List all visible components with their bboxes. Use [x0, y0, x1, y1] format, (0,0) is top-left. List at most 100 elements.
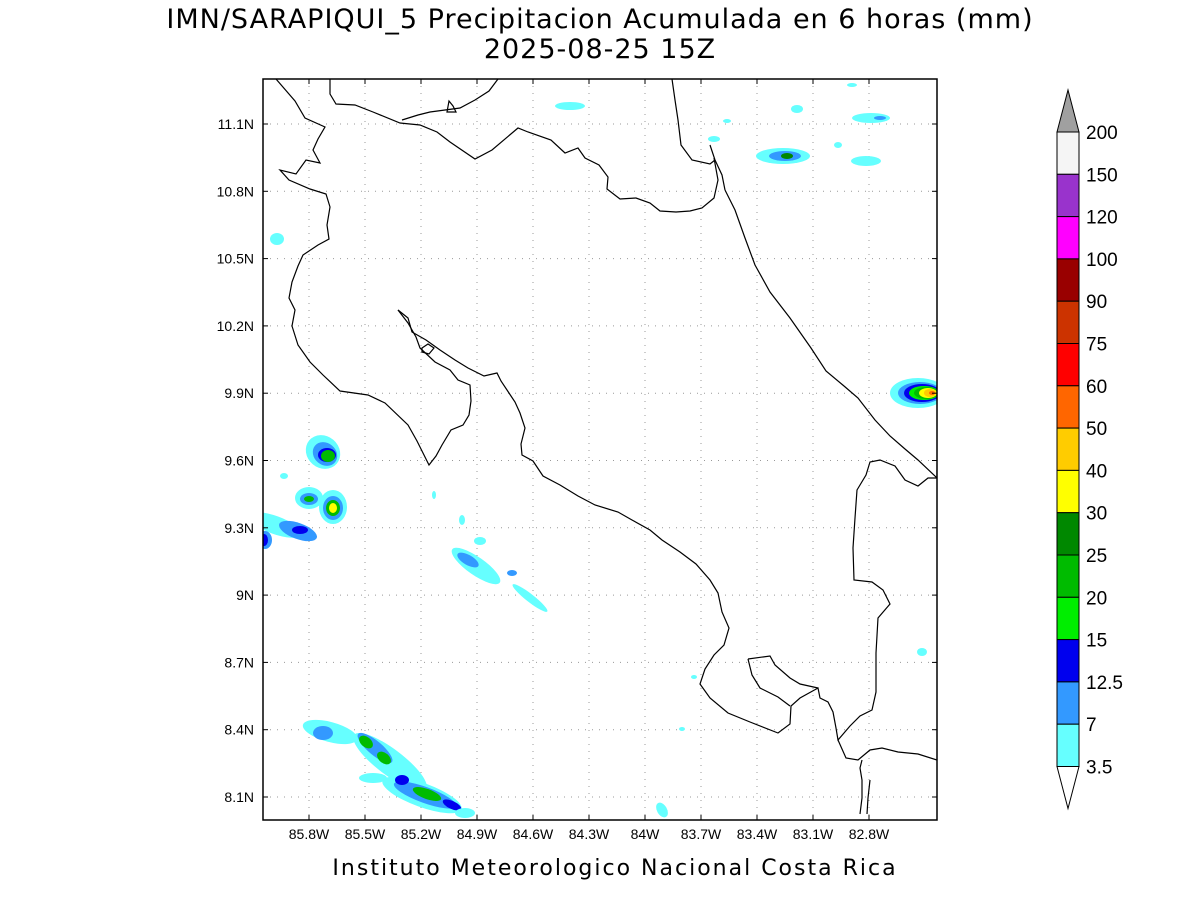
colorbar-label: 3.5 — [1086, 758, 1112, 779]
precipitation-cells — [263, 83, 937, 818]
map-timestamp: 2025-08-25 15Z — [483, 34, 717, 65]
axis-ticks — [263, 79, 937, 820]
precip-cell — [359, 735, 373, 749]
colorbar-label: 60 — [1086, 377, 1107, 398]
lat-label: 9.6N — [224, 453, 254, 469]
latitude-labels: 11.1N 10.8N 10.5N 10.2N 9.9N 9.6N 9.3N 9N 8.7N 8.… — [217, 116, 254, 805]
precip-cell — [917, 648, 927, 656]
lat-label: 8.4N — [224, 722, 254, 738]
colorbar-swatch — [1056, 512, 1080, 556]
lon-label: 85.8W — [289, 826, 330, 842]
precip-cell — [723, 119, 731, 123]
colorbar-label: 50 — [1086, 419, 1107, 440]
precip-cell — [412, 787, 442, 801]
precip-cell — [270, 233, 284, 245]
colorbar-swatch — [1056, 596, 1080, 641]
colorbar-swatch — [1056, 131, 1080, 175]
colorbar-swatch — [1056, 385, 1080, 429]
colorbar-label: 25 — [1086, 546, 1107, 567]
precip-cell — [442, 799, 462, 811]
lat-label: 10.8N — [217, 183, 254, 199]
precip-cell — [457, 552, 479, 568]
map-frame — [262, 78, 938, 821]
lat-label: 9N — [236, 587, 254, 603]
colorbar-swatch — [1056, 258, 1080, 302]
lon-label: 83.1W — [793, 826, 834, 842]
precip-cell — [292, 526, 308, 534]
precip-cell — [321, 450, 335, 462]
colorbar-label: 15 — [1086, 631, 1107, 652]
colorbar-swatch — [1056, 639, 1080, 683]
colorbar-label: 7 — [1086, 715, 1097, 736]
precip-cell — [708, 136, 720, 142]
colorbar-label: 75 — [1086, 335, 1107, 356]
colorbar-swatch — [1056, 300, 1080, 345]
precip-cell — [304, 496, 314, 502]
grid-lines — [263, 79, 937, 820]
precip-cell — [395, 775, 409, 785]
colorbar-label: 150 — [1086, 165, 1118, 186]
lat-label: 8.7N — [224, 654, 254, 670]
footer-credit: Instituto Meteorologico Nacional Costa R… — [332, 856, 898, 881]
lon-label: 84.3W — [569, 826, 610, 842]
colorbar-label: 120 — [1086, 208, 1118, 229]
colorbar-swatch — [1056, 216, 1080, 260]
precip-cell — [656, 802, 668, 818]
precip-cell — [432, 491, 436, 499]
precip-cell — [847, 83, 857, 87]
precip-cell — [329, 503, 337, 513]
precip-cell — [455, 808, 475, 818]
precip-cell — [280, 473, 288, 479]
colorbar-label: 30 — [1086, 504, 1107, 525]
lat-label: 10.2N — [217, 318, 254, 334]
precip-cell — [874, 116, 886, 120]
precip-cell — [791, 105, 803, 113]
precip-cell — [691, 675, 697, 679]
colorbar-label: 20 — [1086, 588, 1107, 609]
lon-label: 84.9W — [457, 826, 498, 842]
precip-cell — [263, 534, 268, 546]
colorbar-label: 90 — [1086, 292, 1107, 313]
precip-cell — [459, 515, 465, 525]
lat-label: 8.1N — [224, 789, 254, 805]
longitude-labels: 85.8W 85.5W 85.2W 84.9W 84.6W 84.3W 84W 83.7W 83… — [289, 826, 890, 842]
colorbar-swatch — [1056, 343, 1080, 387]
colorbar-swatch — [1056, 681, 1080, 725]
precip-cell — [851, 156, 881, 166]
precip-cell — [359, 773, 387, 783]
precip-cell — [834, 142, 842, 148]
precip-cell — [313, 726, 333, 740]
colorbar-swatch — [1056, 723, 1080, 768]
coastline — [275, 79, 937, 815]
lon-label: 83.4W — [737, 826, 778, 842]
colorbar-bottom-arrow — [1056, 766, 1080, 811]
colorbar-label: 40 — [1086, 461, 1107, 482]
precip-cell — [512, 584, 548, 612]
precip-cell — [474, 537, 486, 545]
precip-cell — [507, 570, 517, 576]
colorbar-label: 12.5 — [1086, 673, 1123, 694]
precip-cell — [781, 153, 793, 159]
colorbar-label: 100 — [1086, 250, 1118, 271]
lat-label: 9.3N — [224, 520, 254, 536]
lon-label: 83.7W — [681, 826, 722, 842]
precip-cell — [679, 727, 685, 731]
colorbar-swatch — [1056, 469, 1080, 514]
colorbar-swatch — [1056, 427, 1080, 471]
colorbar-swatch — [1056, 554, 1080, 598]
lat-label: 10.5N — [217, 251, 254, 267]
lon-label: 85.5W — [345, 826, 386, 842]
lon-label: 84.6W — [513, 826, 554, 842]
map-title: IMN/SARAPIQUI_5 Precipitacion Acumulada … — [166, 4, 1034, 35]
precip-cell — [555, 102, 585, 110]
lat-label: 11.1N — [218, 116, 254, 132]
lon-label: 84W — [631, 826, 661, 842]
lat-label: 9.9N — [224, 385, 254, 401]
precip-cell — [377, 751, 391, 765]
colorbar-swatch — [1056, 173, 1080, 218]
precip-cell — [852, 113, 890, 123]
lon-label: 82.8W — [849, 826, 890, 842]
colorbar-label: 200 — [1086, 123, 1118, 144]
colorbar: 200 150 120 100 90 75 60 50 40 30 25 20 15 12.5 7 3.5 — [1056, 88, 1123, 811]
